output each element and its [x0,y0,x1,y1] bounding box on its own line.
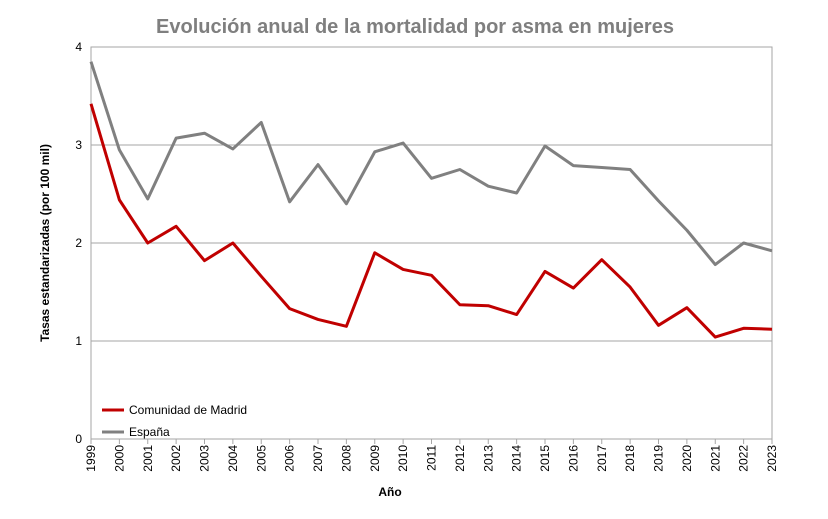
x-tick-label: 2005 [254,445,268,472]
x-tick-label: 1999 [84,445,98,472]
series-line-0 [91,104,772,337]
x-axis-label: Año [378,485,401,499]
x-tick-label: 2020 [680,445,694,472]
x-tick-label: 2011 [425,445,439,471]
x-tick-label: 2021 [708,445,722,472]
y-tick-label: 3 [75,138,82,152]
x-tick-label: 2019 [652,445,666,472]
y-axis-label: Tasas estandarizadas (por 100 mil) [38,144,52,342]
chart-title: Evolución anual de la mortalidad por asm… [156,16,674,38]
x-tick-label: 2018 [623,445,637,472]
legend-label-1: España [129,425,170,439]
x-tick-label: 2022 [737,445,751,472]
x-tick-label: 2002 [169,445,183,472]
x-tick-label: 2016 [566,445,580,472]
x-tick-label: 2006 [283,445,297,472]
x-tick-label: 2015 [538,445,552,472]
x-tick-label: 2008 [339,445,353,472]
x-tick-label: 2014 [510,445,524,472]
y-tick-label: 0 [75,432,82,446]
x-tick-label: 2010 [396,445,410,472]
x-tick-label: 2009 [368,445,382,472]
x-tick-label: 2001 [141,445,155,472]
x-tick-label: 2017 [595,445,609,472]
x-tick-label: 2000 [112,445,126,472]
x-tick-label: 2013 [481,445,495,472]
y-tick-label: 4 [75,40,82,54]
legend-label-0: Comunidad de Madrid [129,403,247,417]
y-tick-label: 2 [75,236,82,250]
x-tick-label: 2004 [226,445,240,472]
y-tick-label: 1 [75,334,82,348]
x-tick-label: 2012 [453,445,467,472]
x-tick-label: 2007 [311,445,325,472]
x-tick-label: 2003 [198,445,212,472]
series-line-1 [91,62,772,265]
x-tick-label: 2023 [765,445,779,472]
